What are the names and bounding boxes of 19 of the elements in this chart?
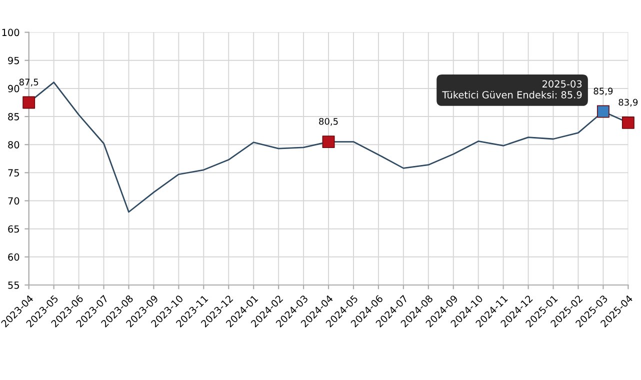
y-tick-label: 65: [8, 225, 19, 233]
y-tick-label: 90: [8, 84, 20, 92]
y-tick-label: 70: [8, 197, 20, 205]
y-tick-label: 95: [8, 56, 19, 64]
y-tick-label: 80: [8, 141, 20, 148]
data-label: 85,9: [594, 88, 613, 96]
data-label: 83,9: [618, 98, 638, 107]
y-tick-label: 100: [2, 28, 20, 36]
point: [322, 136, 335, 148]
y-tick-label: 75: [8, 169, 19, 177]
y-tick-label: 85: [8, 113, 19, 120]
point: [596, 105, 610, 118]
y-tick-label: 60: [8, 253, 20, 261]
y-tick-label: 55: [8, 282, 19, 289]
data-label: 80,5: [319, 118, 338, 126]
point: [22, 96, 36, 109]
point: [622, 116, 634, 129]
data-label: 87,5: [19, 78, 38, 86]
annotation: 2025-03 Tüketici Güven Endeksi: 85.9: [442, 80, 582, 98]
